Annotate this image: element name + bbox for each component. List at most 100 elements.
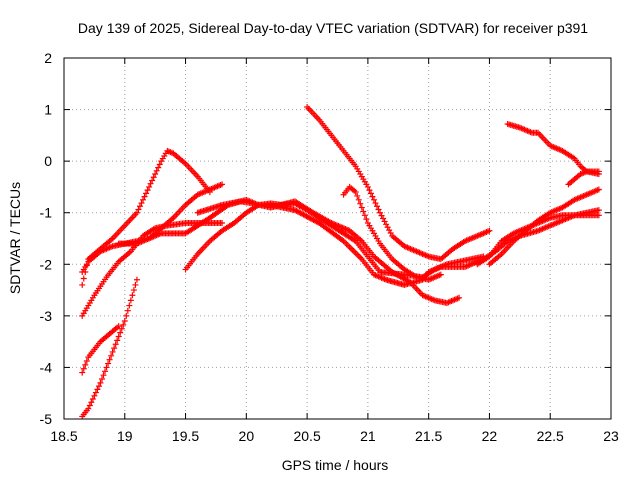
data-point bbox=[358, 204, 365, 211]
data-point bbox=[80, 275, 87, 282]
data-point bbox=[595, 168, 602, 175]
data-point bbox=[352, 189, 359, 196]
data-point bbox=[83, 357, 90, 364]
data-point bbox=[102, 368, 109, 375]
data-point bbox=[364, 183, 371, 190]
x-axis-label: GPS time / hours bbox=[282, 457, 389, 473]
series-arc-3 bbox=[79, 220, 226, 319]
x-tick-label: 20 bbox=[239, 428, 255, 444]
data-point bbox=[219, 220, 226, 227]
data-point bbox=[109, 348, 116, 355]
x-tick-label: 22 bbox=[482, 428, 498, 444]
plot-frame bbox=[63, 57, 612, 420]
data-point bbox=[103, 364, 110, 371]
y-tick-label: 2 bbox=[44, 50, 52, 66]
data-point bbox=[82, 361, 89, 368]
data-point bbox=[100, 372, 107, 379]
data-point bbox=[456, 294, 463, 301]
series-arc-9 bbox=[304, 103, 493, 263]
y-tick-label: -5 bbox=[40, 411, 53, 427]
data-point bbox=[156, 161, 163, 168]
data-point bbox=[79, 281, 86, 288]
data-point bbox=[140, 196, 147, 203]
data-point bbox=[114, 337, 121, 344]
series-arc-13 bbox=[486, 186, 602, 268]
data-point bbox=[89, 396, 96, 403]
series-arc-8 bbox=[194, 198, 463, 306]
y-axis-label: SDTVAR / TECUs bbox=[7, 182, 23, 294]
data-point bbox=[127, 297, 134, 304]
series-arc-10 bbox=[340, 183, 444, 283]
data-point bbox=[121, 318, 128, 325]
data-point bbox=[219, 181, 226, 188]
data-point bbox=[130, 287, 137, 294]
chart-title: Day 139 of 2025, Sidereal Day-to-day VTE… bbox=[78, 20, 588, 36]
data-point bbox=[152, 171, 159, 178]
x-tick-label: 21.5 bbox=[415, 428, 442, 444]
data-point bbox=[372, 200, 379, 207]
data-point bbox=[105, 360, 112, 367]
data-point bbox=[97, 379, 104, 386]
data-point bbox=[106, 356, 113, 363]
data-point bbox=[118, 325, 125, 332]
grid-lines bbox=[64, 58, 611, 419]
data-point bbox=[354, 192, 361, 199]
data-point bbox=[486, 227, 493, 234]
data-point bbox=[150, 174, 157, 181]
data-point bbox=[595, 212, 602, 219]
x-tick-label: 18.5 bbox=[50, 428, 77, 444]
data-point bbox=[147, 180, 154, 187]
data-point bbox=[123, 312, 130, 319]
series-arc-5 bbox=[79, 276, 140, 420]
data-point bbox=[136, 203, 143, 210]
data-point bbox=[367, 190, 374, 197]
data-point bbox=[369, 193, 376, 200]
data-point bbox=[149, 177, 156, 184]
data-point bbox=[117, 329, 124, 336]
data-point bbox=[360, 208, 367, 215]
data-point bbox=[361, 212, 368, 219]
data-point bbox=[143, 190, 150, 197]
data-point bbox=[112, 341, 119, 348]
data-point bbox=[126, 302, 133, 309]
data-point bbox=[132, 281, 139, 288]
x-tick-label: 19 bbox=[117, 428, 133, 444]
data-point bbox=[133, 276, 140, 283]
data-point bbox=[92, 389, 99, 396]
data-point bbox=[88, 399, 95, 406]
data-point bbox=[595, 186, 602, 193]
y-tick-label: -1 bbox=[40, 205, 53, 221]
data-point bbox=[138, 200, 145, 207]
data-point bbox=[595, 207, 602, 214]
data-point bbox=[95, 383, 102, 390]
data-point bbox=[98, 376, 105, 383]
data-point bbox=[108, 352, 115, 359]
data-point bbox=[363, 216, 370, 223]
data-point bbox=[437, 271, 444, 278]
data-point bbox=[86, 402, 93, 409]
data-point bbox=[153, 167, 160, 174]
data-point bbox=[133, 209, 140, 216]
data-point bbox=[366, 187, 373, 194]
data-point bbox=[375, 206, 382, 213]
x-tick-label: 23 bbox=[603, 428, 619, 444]
axis-ticks: 18.5 19 19.5 20 20.5 21 21.5 22 22.5 23-5-4-3-2-1… bbox=[40, 50, 619, 444]
y-tick-label: -3 bbox=[40, 308, 53, 324]
data-point bbox=[124, 307, 131, 314]
data-point bbox=[135, 206, 142, 213]
data-point bbox=[91, 392, 98, 399]
data-point bbox=[374, 203, 381, 210]
x-tick-label: 20.5 bbox=[293, 428, 320, 444]
data-point bbox=[355, 196, 362, 203]
y-tick-label: -2 bbox=[40, 256, 53, 272]
data-point bbox=[357, 200, 364, 207]
data-point bbox=[111, 345, 118, 352]
data-point bbox=[144, 187, 151, 194]
data-point bbox=[141, 193, 148, 200]
data-point bbox=[115, 333, 122, 340]
x-tick-label: 21 bbox=[360, 428, 376, 444]
data-point bbox=[129, 292, 136, 299]
data-point bbox=[120, 321, 127, 328]
